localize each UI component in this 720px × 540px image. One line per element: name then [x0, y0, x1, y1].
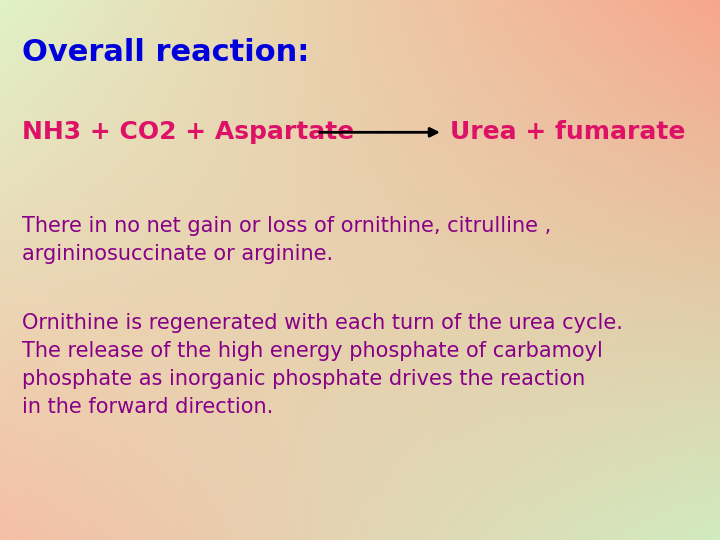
Text: Ornithine is regenerated with each turn of the urea cycle.
The release of the hi: Ornithine is regenerated with each turn … — [22, 313, 623, 417]
Text: NH3 + CO2 + Aspartate: NH3 + CO2 + Aspartate — [22, 120, 354, 144]
Text: There in no net gain or loss of ornithine, citrulline ,
argininosuccinate or arg: There in no net gain or loss of ornithin… — [22, 216, 551, 264]
Text: Overall reaction:: Overall reaction: — [22, 38, 309, 67]
Text: Urea + fumarate: Urea + fumarate — [450, 120, 685, 144]
